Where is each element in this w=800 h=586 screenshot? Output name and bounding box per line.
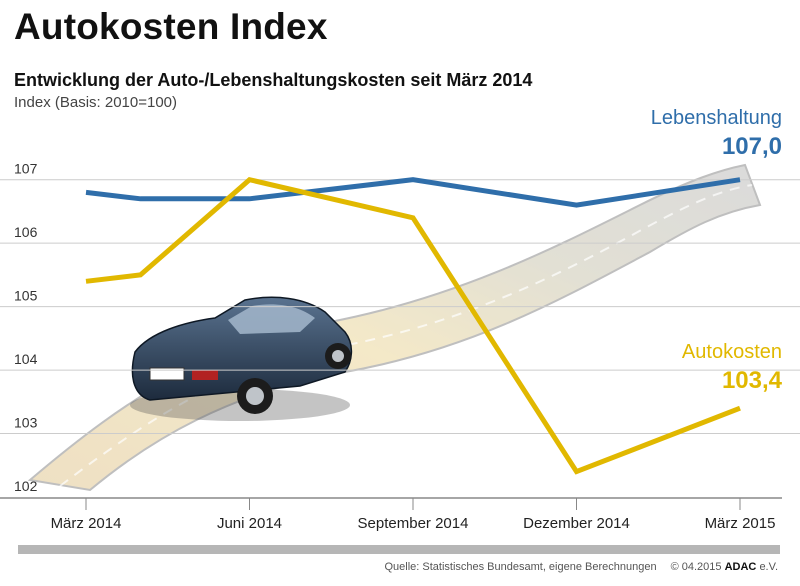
chart-title: Autokosten Index [14, 6, 328, 47]
car-illustration [130, 296, 353, 421]
series-line-lebenshaltung [85, 177, 741, 208]
x-tick-label: Juni 2014 [217, 515, 282, 532]
end-value-label-autokosten: 103,4 [722, 367, 783, 394]
source-note: Quelle: Statistisches Bundesamt, eigene … [384, 561, 657, 573]
labels: 102 103 104 105 106 107 März 2014 Juni 2014 Sept… [14, 107, 783, 532]
y-tick-label: 104 [14, 351, 38, 367]
y-tick-label: 103 [14, 415, 38, 431]
y-tick-label: 106 [14, 224, 38, 240]
end-value-label-lebenshaltung: 107,0 [722, 133, 782, 160]
legend-label-autokosten: Autokosten [682, 341, 782, 363]
index-note: Index (Basis: 2010=100) [14, 94, 178, 111]
footer: Quelle: Statistisches Bundesamt, eigene … [384, 561, 778, 573]
copyright: © 04.2015 [670, 561, 722, 573]
series-line-autokosten [85, 176, 741, 475]
x-axis [0, 497, 782, 510]
y-tick-label: 102 [14, 478, 38, 494]
y-tick-label: 107 [14, 161, 38, 177]
legend-label-lebenshaltung: Lebenshaltung [651, 107, 782, 129]
grid [0, 179, 800, 435]
x-tick-label: März 2015 [705, 515, 776, 532]
brand-logo: ADAC [724, 561, 757, 573]
bottom-bar [18, 545, 780, 554]
y-tick-label: 105 [14, 288, 38, 304]
x-tick-label: September 2014 [358, 515, 469, 532]
chart-subtitle: Entwicklung der Auto-/Lebenshaltungskost… [14, 70, 533, 90]
series-group [85, 176, 741, 475]
brand-suffix: e.V. [759, 561, 778, 573]
x-tick-label: Dezember 2014 [523, 515, 630, 532]
x-tick-label: März 2014 [51, 515, 122, 532]
